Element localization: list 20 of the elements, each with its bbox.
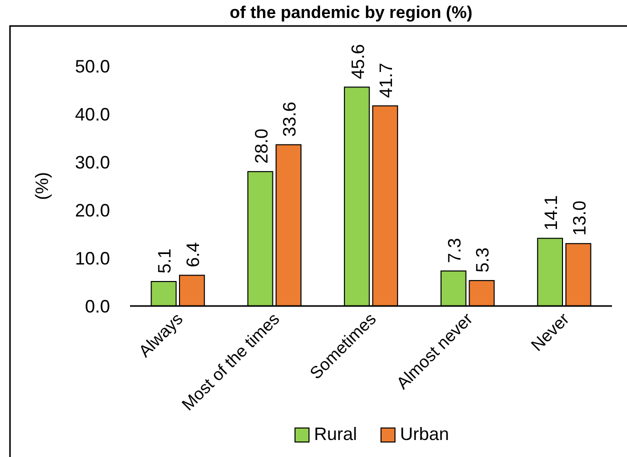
data-label: 45.6 — [348, 44, 368, 80]
y-tick-label: 10.0 — [74, 248, 110, 268]
data-label: 13.0 — [569, 200, 590, 236]
chart-title: of the pandemic by region (%) — [230, 3, 472, 22]
data-label: 6.4 — [182, 242, 203, 268]
data-label: 5.3 — [472, 248, 493, 273]
data-label: 7.3 — [444, 238, 464, 263]
y-tick-label: 40.0 — [74, 104, 110, 124]
data-label: 14.1 — [541, 195, 562, 230]
y-tick-label: 20.0 — [74, 200, 110, 220]
data-label: 41.7 — [376, 62, 396, 98]
y-tick-label: 50.0 — [74, 56, 110, 76]
data-label: 5.1 — [154, 248, 175, 274]
data-label: 28.0 — [251, 128, 272, 164]
y-tick-label: 30.0 — [74, 152, 110, 172]
legend-label: Rural — [314, 424, 358, 444]
legend-label: Urban — [400, 424, 450, 444]
data-label: 33.6 — [280, 102, 300, 137]
y-axis-title: (%) — [32, 172, 52, 200]
y-tick-label: 0.0 — [84, 296, 110, 316]
